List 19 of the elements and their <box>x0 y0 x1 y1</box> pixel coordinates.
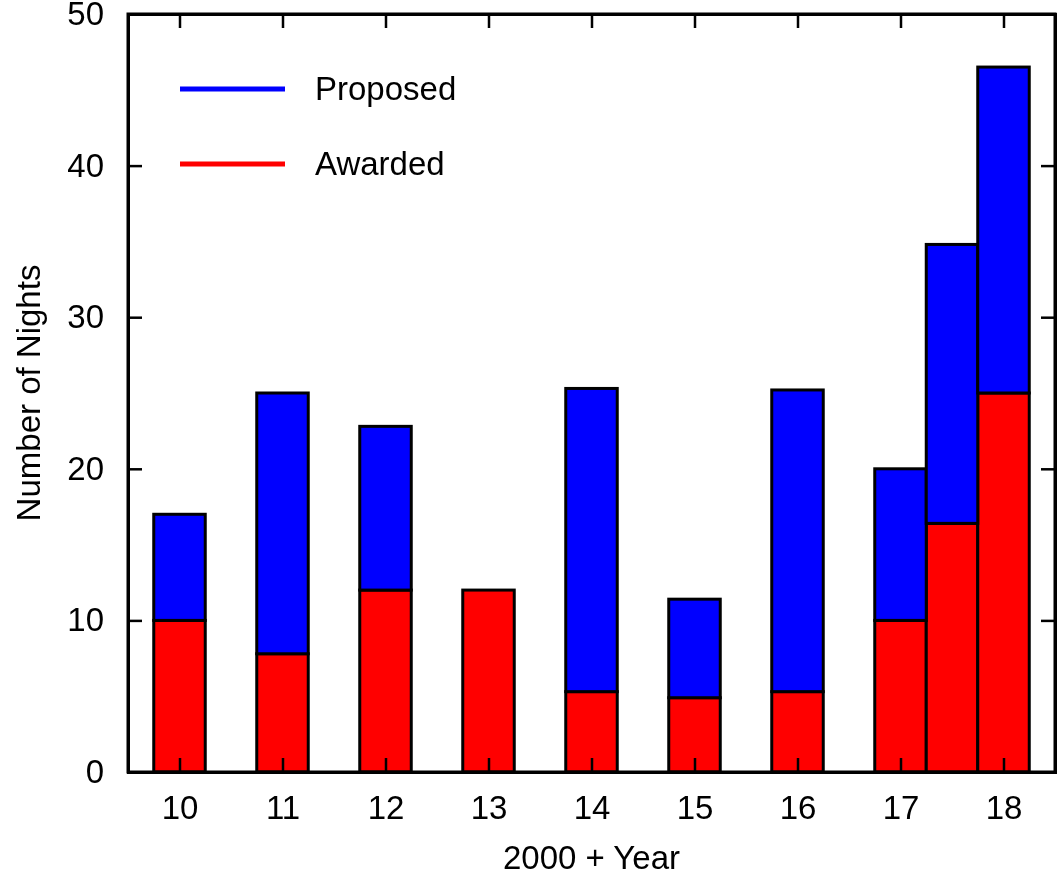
y-tick-label: 50 <box>67 0 104 33</box>
y-tick-label: 10 <box>67 601 104 639</box>
x-axis-title: 2000 + Year <box>502 839 681 876</box>
x-tick-label: 14 <box>573 789 611 827</box>
legend-label: Proposed <box>315 70 457 107</box>
x-tick-label: 17 <box>882 789 920 827</box>
x-tick-label: 16 <box>779 789 817 827</box>
legend-label: Awarded <box>315 145 445 182</box>
x-tick-label: 18 <box>985 789 1023 827</box>
x-tick-label: 11 <box>265 789 301 827</box>
y-tick-label: 20 <box>67 449 104 487</box>
y-tick-label: 30 <box>67 298 104 336</box>
y-axis-title: Number of Nights <box>10 264 47 522</box>
x-tick-label: 12 <box>367 789 405 827</box>
x-tick-label: 13 <box>470 789 508 827</box>
x-tick-label: 15 <box>676 789 714 827</box>
y-tick-label: 0 <box>85 753 104 791</box>
y-tick-label: 40 <box>67 146 104 184</box>
x-tick-label: 10 <box>161 789 199 827</box>
